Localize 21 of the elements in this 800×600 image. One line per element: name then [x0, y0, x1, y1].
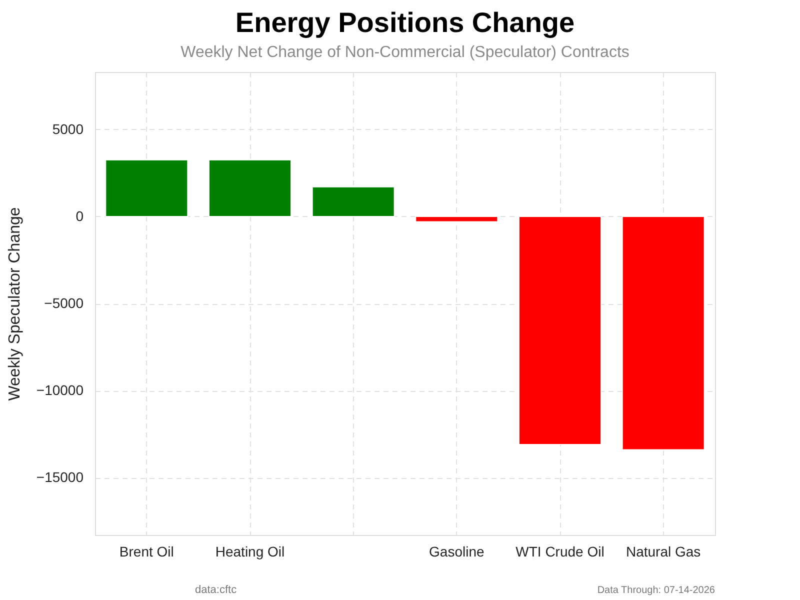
x-tick-label: Natural Gas [626, 544, 701, 560]
text: data:cftc [195, 584, 238, 596]
bar [415, 216, 498, 222]
bar [105, 159, 188, 217]
chart-subtitle: Weekly Net Change of Non-Commercial (Speculator) Contracts [180, 44, 630, 61]
bar [622, 216, 705, 450]
x-tick-label: Heating Oil [215, 544, 285, 560]
text: Data Through: 07-14-2026 [597, 585, 716, 596]
bar [312, 186, 395, 217]
y-tick-label: −10000 [36, 382, 84, 398]
x-tick-label: Gasoline [429, 544, 485, 560]
chart-title: Energy Positions Change [235, 7, 575, 38]
y-tick-label: 5000 [52, 120, 84, 137]
x-tick-label: WTI Crude Oil [516, 544, 604, 560]
y-tick-label: −5000 [44, 295, 84, 311]
y-axis-title: Weekly Speculator Change [6, 207, 24, 401]
bar [518, 216, 602, 445]
x-tick-label: Brent Oil [119, 544, 174, 560]
y-tick-label: 0 [76, 208, 84, 224]
y-tick-label: −15000 [36, 469, 84, 486]
bar [208, 159, 292, 217]
